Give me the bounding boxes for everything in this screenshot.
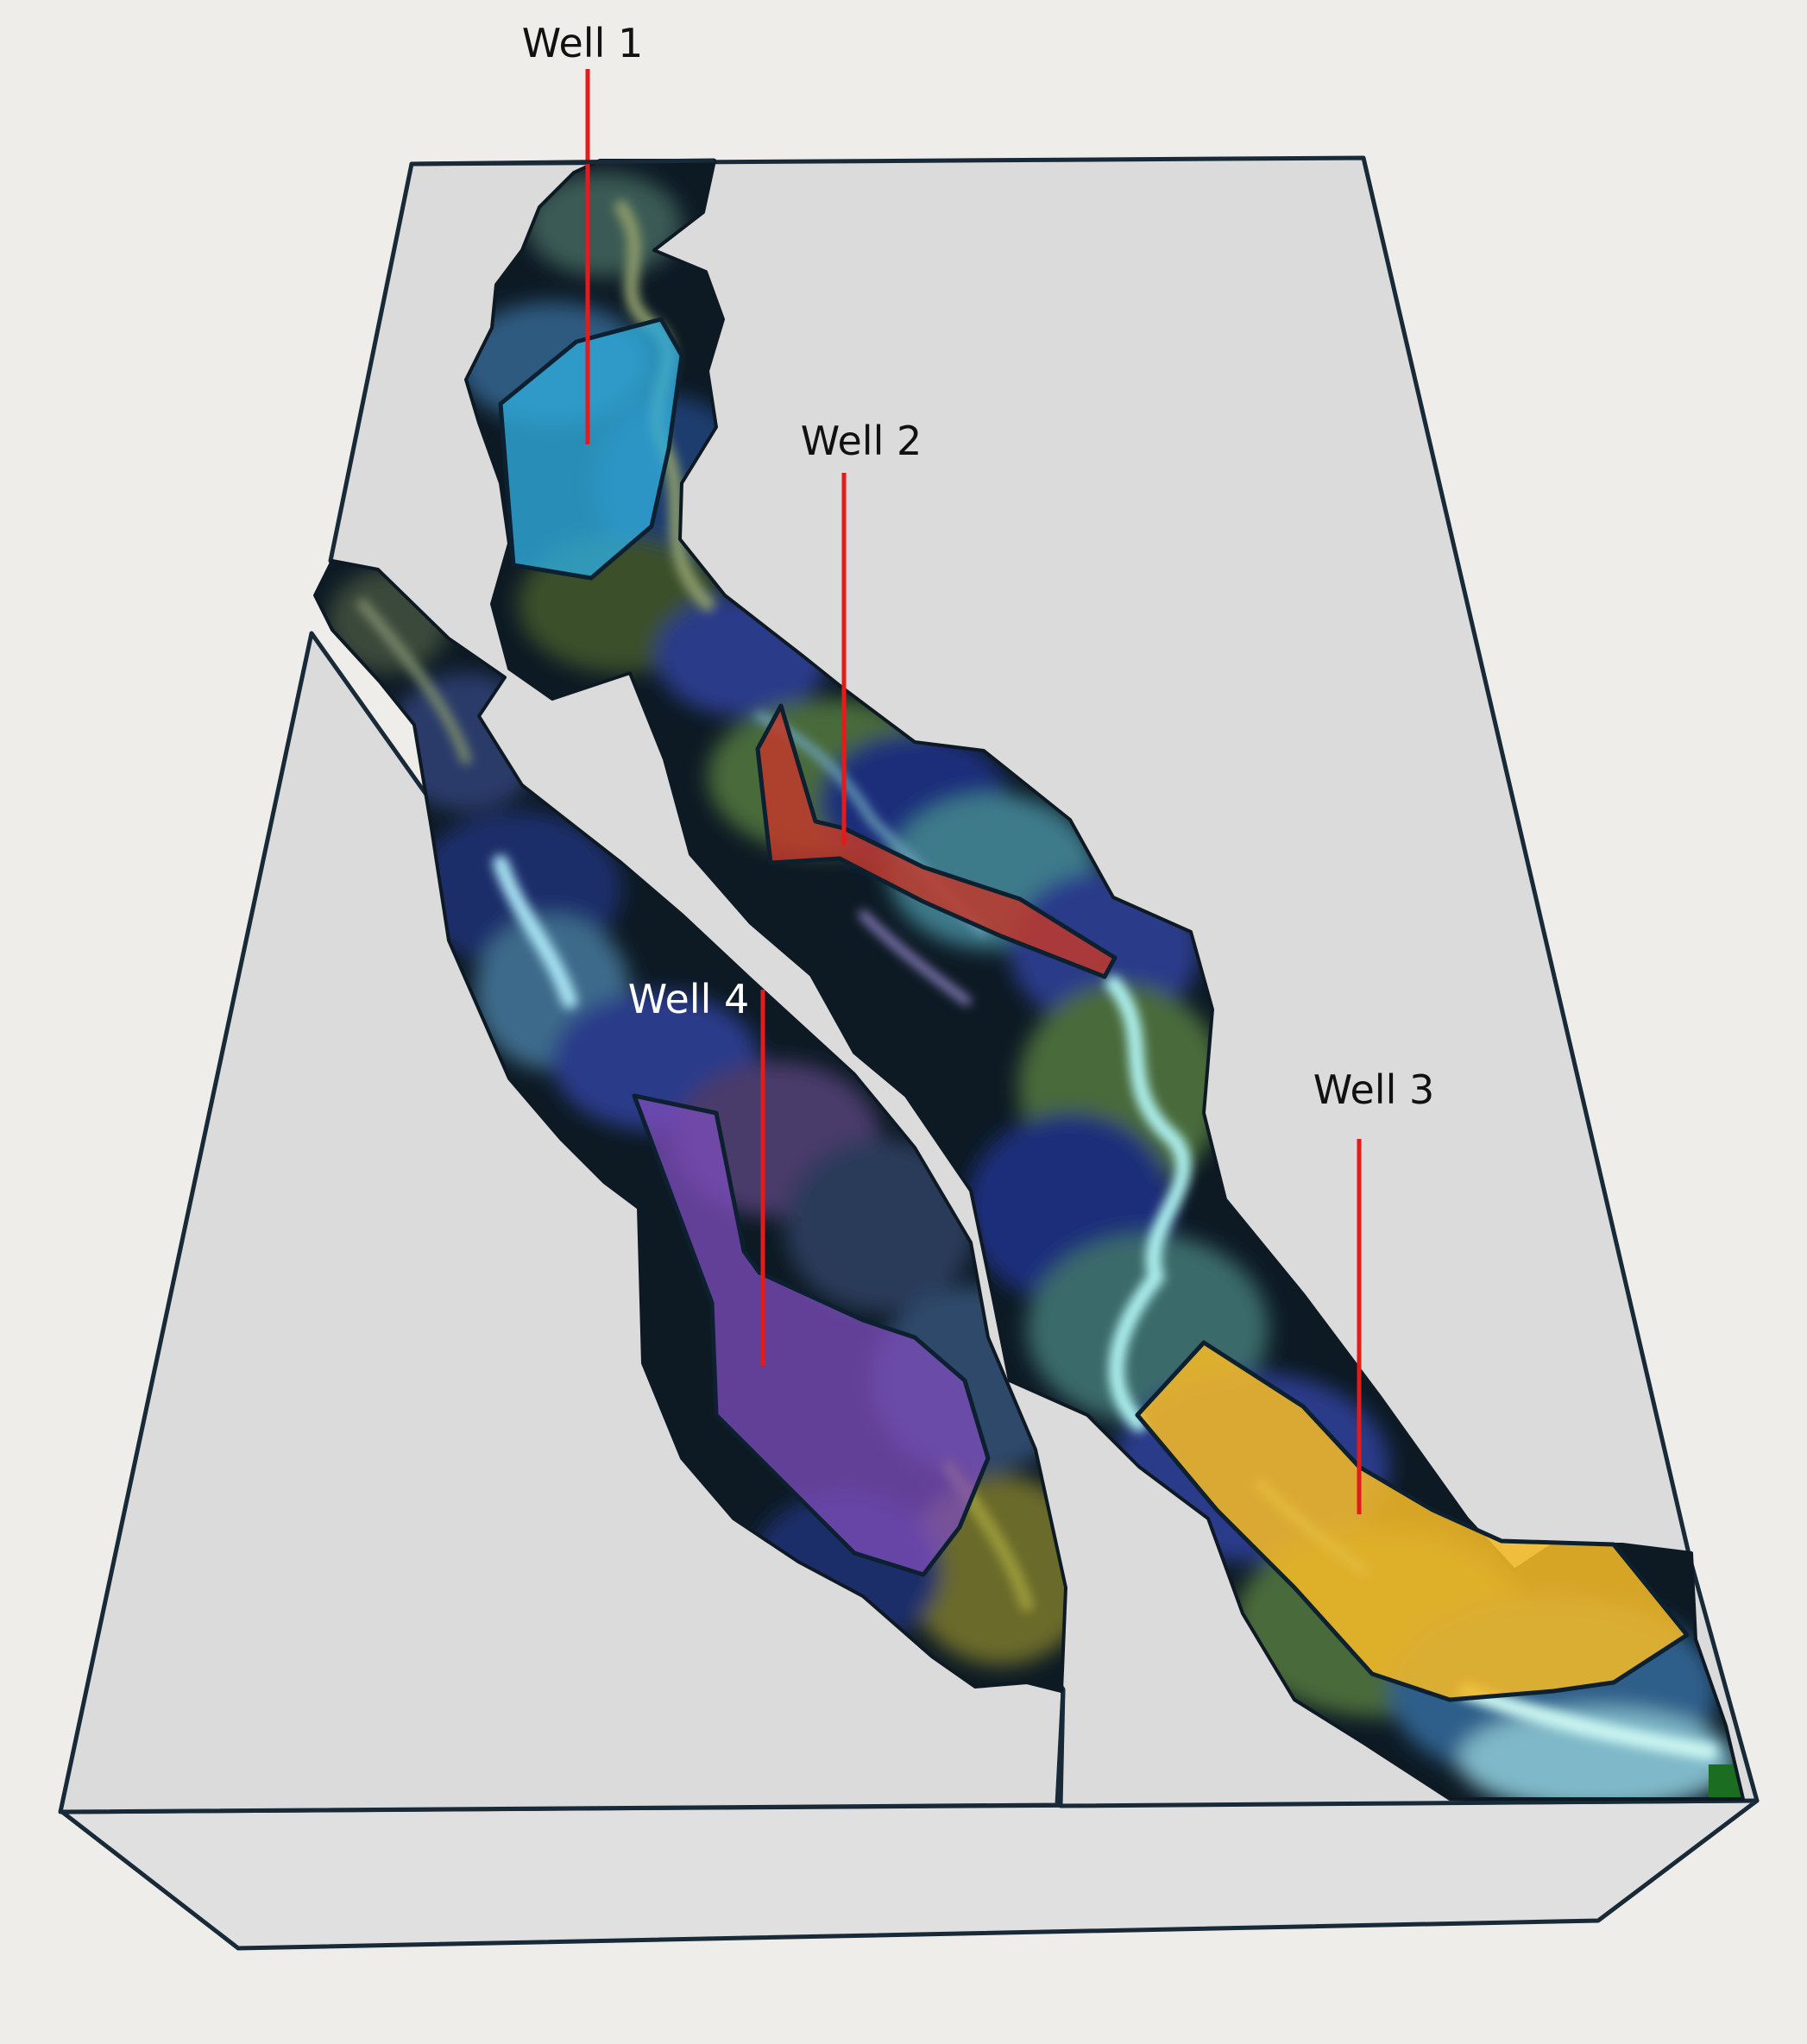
well-3-zone bbox=[1135, 1340, 1690, 1702]
well-2-label: Well 2 bbox=[801, 418, 922, 464]
seismic-channel-left-outline bbox=[313, 559, 1067, 1693]
well-1-zone bbox=[498, 317, 684, 581]
well-4-zone bbox=[632, 1093, 991, 1577]
well-1-label: Well 1 bbox=[522, 20, 644, 66]
fault-line bbox=[1055, 1689, 1066, 1808]
seismic-channel-main-outline bbox=[464, 159, 1745, 1801]
well-2-zone bbox=[755, 703, 1118, 979]
block-top-rim bbox=[411, 158, 715, 167]
well-4-label: Well 4 bbox=[628, 976, 750, 1022]
well-3-label: Well 3 bbox=[1313, 1066, 1435, 1113]
